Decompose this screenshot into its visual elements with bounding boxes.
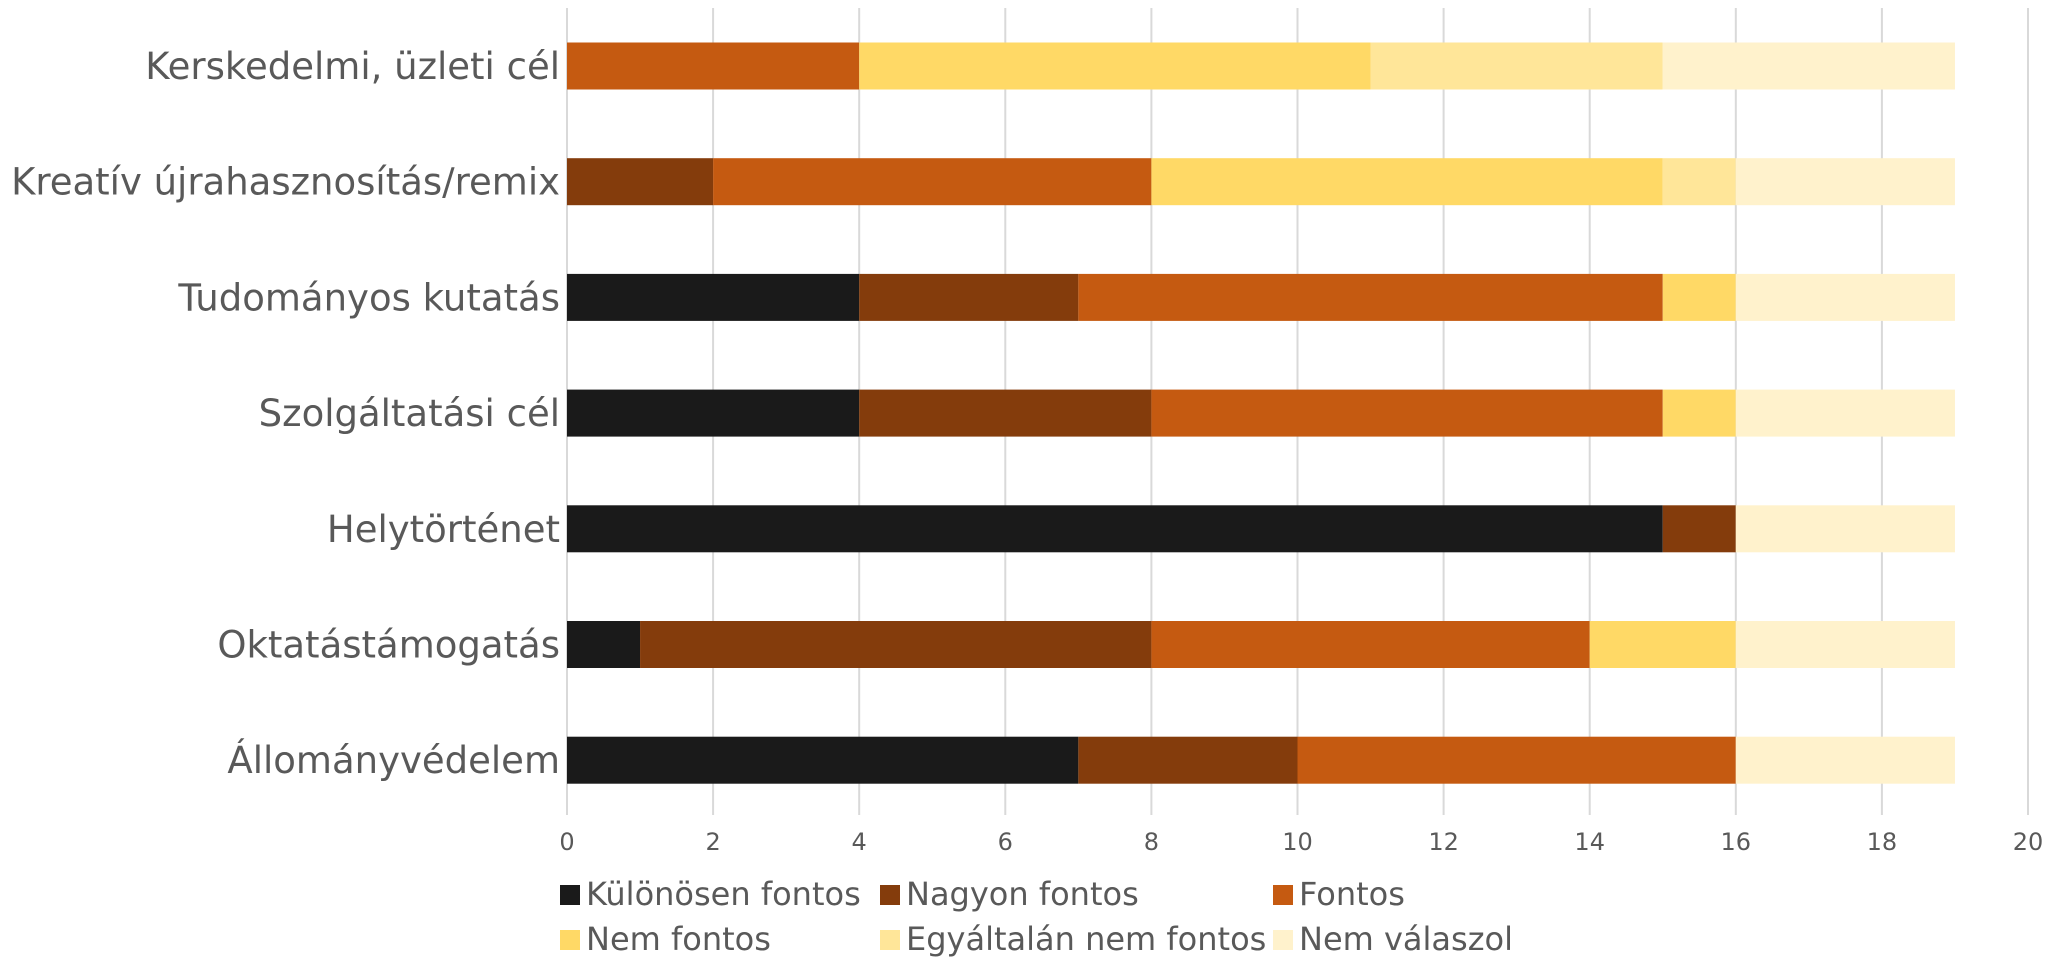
bar-segment — [1151, 621, 1590, 668]
x-tick-label: 6 — [998, 828, 1013, 856]
bar-segment — [567, 389, 860, 437]
x-tick-label: 4 — [852, 828, 867, 856]
bar-segment — [1735, 273, 1955, 321]
bar-segment — [1151, 158, 1663, 206]
legend-swatch — [560, 885, 580, 905]
bar-segment — [1735, 621, 1955, 668]
bar-segment — [1662, 158, 1736, 206]
legend-swatch — [560, 930, 580, 950]
category-labels: Kerskedelmi, üzleti cél Kreatív újrahaszn… — [11, 45, 560, 782]
legend-label: Nem válaszol — [1299, 920, 1513, 958]
bar-segment — [1151, 389, 1663, 437]
legend-swatch — [880, 885, 900, 905]
category-label: Oktatástámogatás — [217, 624, 560, 667]
bar-segment — [1297, 736, 1736, 784]
bar-segment — [567, 42, 860, 90]
bar-segment — [1078, 273, 1663, 321]
category-label: Állományvédelem — [227, 738, 560, 782]
x-axis-tick-labels: 0 2 4 6 8 10 12 14 16 18 20 — [559, 828, 2043, 856]
bar-segment — [567, 158, 714, 206]
category-label: Szolgáltatási cél — [259, 392, 560, 435]
category-label: Tudományos kutatás — [177, 276, 560, 319]
x-tick-label: 2 — [705, 828, 720, 856]
bar-segment — [567, 505, 1663, 553]
x-tick-label: 16 — [1721, 828, 1752, 856]
bar-segment — [713, 158, 1152, 206]
legend-item: Nagyon fontos — [880, 875, 1139, 913]
bar-segment — [1589, 621, 1736, 668]
x-tick-label: 12 — [1428, 828, 1459, 856]
legend-item: Különösen fontos — [560, 875, 861, 913]
bar-segment — [1370, 42, 1663, 90]
x-tick-label: 18 — [1867, 828, 1898, 856]
x-tick-label: 14 — [1574, 828, 1605, 856]
bar-segment — [567, 621, 641, 668]
legend-swatch — [1273, 930, 1293, 950]
bar-segment — [640, 621, 1152, 668]
bar-segment — [859, 42, 1371, 90]
category-label: Kreatív újrahasznosítás/remix — [11, 161, 560, 204]
legend: Különösen fontos Nagyon fontos Fontos Nem f… — [560, 875, 1513, 958]
category-label: Helytörténet — [327, 508, 560, 551]
bar-segment — [567, 273, 860, 321]
legend-item: Nem válaszol — [1273, 920, 1513, 958]
category-label: Kerskedelmi, üzleti cél — [145, 45, 560, 88]
bar-segment — [1735, 158, 1955, 206]
bars — [567, 42, 1955, 784]
x-tick-label: 8 — [1144, 828, 1159, 856]
bar-segment — [859, 389, 1152, 437]
bar-segment — [1662, 505, 1736, 553]
legend-swatch — [880, 930, 900, 950]
bar-segment — [1078, 736, 1298, 784]
bar-segment — [1662, 389, 1736, 437]
bar-segment — [1662, 273, 1736, 321]
legend-label: Fontos — [1299, 875, 1405, 913]
legend-item: Egyáltalán nem fontos — [880, 920, 1266, 958]
bar-segment — [567, 736, 1079, 784]
legend-item: Fontos — [1273, 875, 1405, 913]
x-tick-label: 0 — [559, 828, 574, 856]
bar-segment — [1662, 42, 1955, 90]
legend-label: Különösen fontos — [586, 875, 861, 913]
legend-swatch — [1273, 885, 1293, 905]
legend-label: Nagyon fontos — [906, 875, 1139, 913]
bar-segment — [1735, 389, 1955, 437]
bar-segment — [1735, 505, 1955, 553]
bar-segment — [859, 273, 1079, 321]
legend-label: Nem fontos — [586, 920, 771, 958]
legend-label: Egyáltalán nem fontos — [906, 920, 1266, 958]
bar-segment — [1735, 736, 1955, 784]
x-tick-label: 10 — [1282, 828, 1313, 856]
legend-item: Nem fontos — [560, 920, 771, 958]
x-tick-label: 20 — [2013, 828, 2044, 856]
